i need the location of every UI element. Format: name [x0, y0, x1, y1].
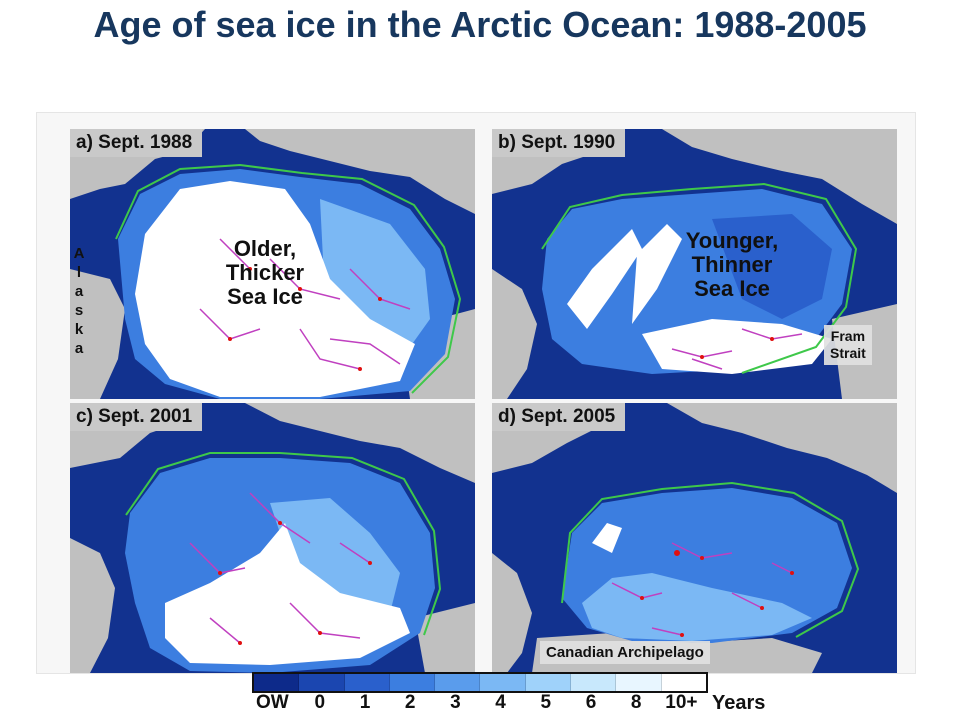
age-legend: OW 0 1 2 3 4 5 6 8 10+ Years — [238, 672, 798, 720]
legend-swatch — [480, 674, 526, 691]
panel-a-annotation: Older, Thicker Sea Ice — [225, 236, 305, 309]
ice-cover — [582, 573, 812, 641]
ice-edge-line — [125, 452, 442, 636]
legend-swatch — [344, 674, 390, 691]
ice-cover — [592, 523, 622, 553]
panel-b-annotation: Younger, Thinner Sea Ice — [685, 228, 779, 301]
legend-tick-label: 0 — [314, 692, 326, 713]
panel-sept-2001: c) Sept. 2001 — [70, 403, 475, 673]
ice-edge-line — [115, 163, 462, 394]
legend-tick-label: 2 — [404, 692, 416, 713]
land-mass — [245, 129, 475, 214]
land-mass — [245, 403, 475, 483]
land-mass — [70, 538, 115, 673]
land-mass — [70, 269, 125, 399]
legend-swatch — [571, 674, 617, 691]
ice-cover — [642, 319, 832, 374]
ice-cover — [135, 181, 415, 397]
legend-unit: Years — [712, 692, 766, 714]
legend-tick-label: 6 — [585, 692, 597, 713]
ice-cover — [270, 498, 400, 613]
land-mass — [667, 403, 897, 493]
legend-swatch — [299, 674, 345, 691]
panel-d-label: d) Sept. 2005 — [492, 403, 626, 431]
legend-tick-label: 3 — [450, 692, 461, 713]
legend-tick-label: 8 — [630, 692, 642, 713]
ice-cover — [567, 224, 682, 329]
panel-c-label: c) Sept. 2001 — [70, 403, 203, 431]
ice-cover — [712, 214, 832, 319]
panel-sept-2005: d) Sept. 2005 Canadian Archipelago — [492, 403, 897, 673]
land-mass — [662, 129, 897, 224]
land-mass — [492, 553, 532, 673]
legend-swatch — [389, 674, 436, 691]
legend-swatch — [525, 674, 572, 691]
legend-tick-label: 10+ — [665, 692, 698, 713]
legend-swatch — [254, 674, 300, 691]
land-mass — [492, 269, 537, 399]
panel-a-label: a) Sept. 1988 — [70, 129, 203, 157]
panel-b-label: b) Sept. 1990 — [492, 129, 626, 157]
legend-swatch — [435, 674, 481, 691]
panel-d-map — [492, 403, 897, 673]
slide-title: Age of sea ice in the Arctic Ocean: 1988… — [93, 4, 867, 45]
ice-edge-line — [561, 481, 860, 638]
legend-tick-label: OW — [255, 692, 289, 713]
legend-swatch — [616, 674, 662, 691]
legend-tick-label: 4 — [495, 692, 506, 713]
panel-a-map — [70, 129, 475, 399]
fram-strait-label: Fram Strait — [824, 325, 872, 365]
legend-color-bar — [252, 672, 708, 693]
ice-cover — [165, 523, 410, 665]
legend-swatch — [661, 674, 706, 691]
panel-sept-1990: b) Sept. 1990 Younger, Thinner Sea Ice F… — [492, 129, 897, 399]
legend-tick-label: 5 — [540, 692, 552, 713]
panel-c-map — [70, 403, 475, 673]
canadian-archipelago-label: Canadian Archipelago — [540, 641, 710, 664]
legend-tick-label: 1 — [359, 692, 371, 713]
